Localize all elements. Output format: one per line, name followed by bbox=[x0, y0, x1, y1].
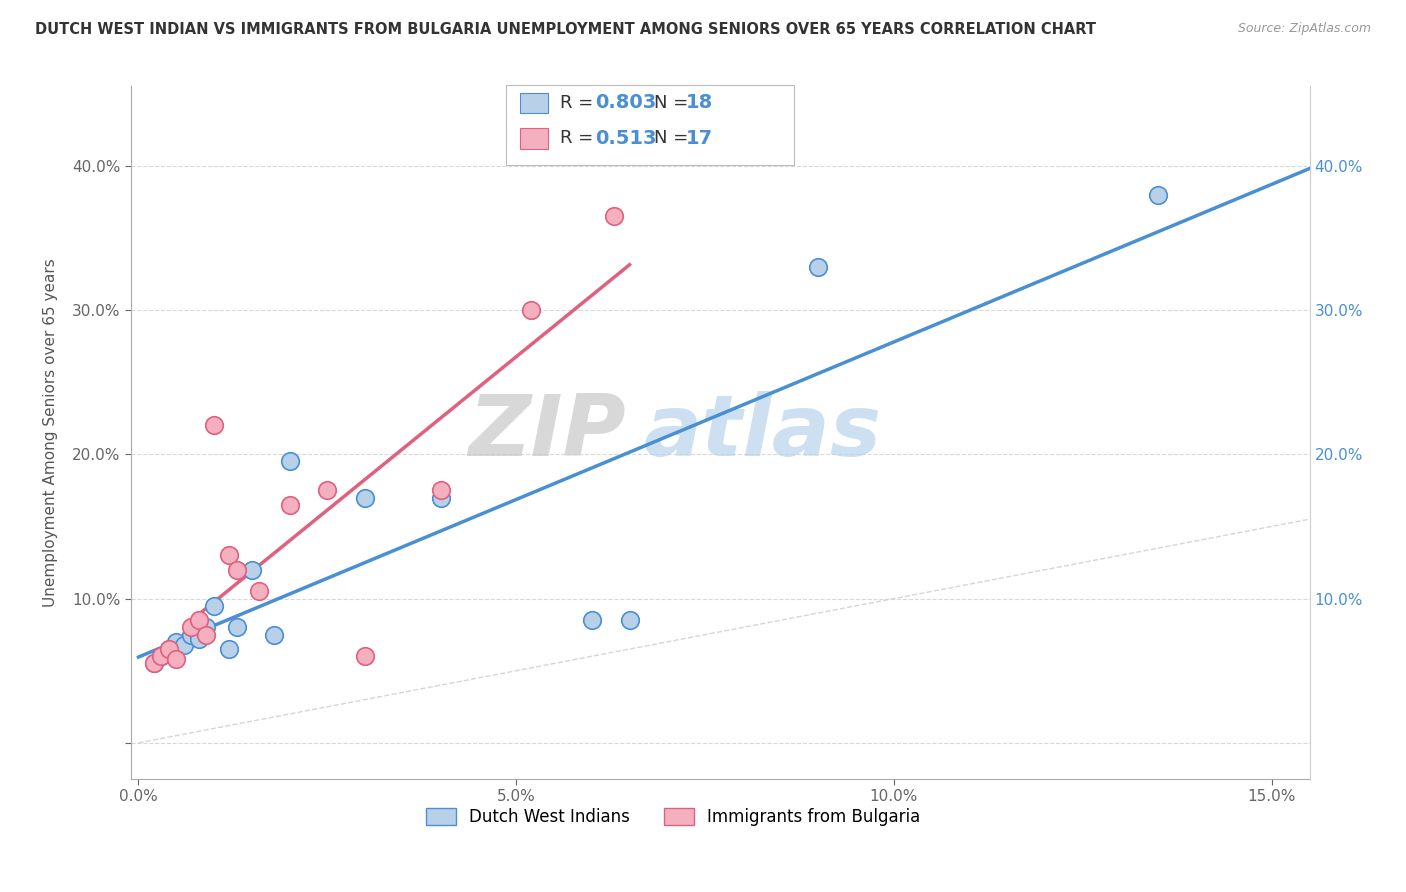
Point bbox=[157, 642, 180, 657]
Point bbox=[619, 613, 641, 627]
Legend: Dutch West Indians, Immigrants from Bulgaria: Dutch West Indians, Immigrants from Bulg… bbox=[419, 801, 927, 833]
Point bbox=[165, 652, 187, 666]
Point bbox=[581, 613, 603, 627]
Point bbox=[240, 563, 263, 577]
Point bbox=[278, 454, 301, 468]
Text: atlas: atlas bbox=[644, 391, 882, 475]
Point bbox=[263, 627, 285, 641]
Text: R =: R = bbox=[560, 129, 599, 147]
Text: Source: ZipAtlas.com: Source: ZipAtlas.com bbox=[1237, 22, 1371, 36]
Point bbox=[520, 303, 543, 318]
Point bbox=[429, 483, 451, 498]
Point bbox=[218, 549, 240, 563]
Point bbox=[142, 657, 165, 671]
Text: N =: N = bbox=[654, 129, 693, 147]
Point bbox=[807, 260, 830, 274]
Point bbox=[225, 620, 247, 634]
Point bbox=[1147, 187, 1170, 202]
Point bbox=[225, 563, 247, 577]
Text: N =: N = bbox=[654, 94, 693, 112]
Point bbox=[202, 599, 225, 613]
Point bbox=[195, 627, 218, 641]
Point bbox=[150, 649, 173, 664]
Point bbox=[316, 483, 339, 498]
Point bbox=[278, 498, 301, 512]
Point bbox=[354, 649, 377, 664]
Point bbox=[218, 642, 240, 657]
Point bbox=[142, 657, 165, 671]
Text: ZIP: ZIP bbox=[468, 391, 626, 475]
Point bbox=[187, 632, 209, 646]
Point bbox=[173, 638, 195, 652]
Point bbox=[157, 642, 180, 657]
Point bbox=[180, 620, 202, 634]
Point bbox=[429, 491, 451, 505]
Point bbox=[150, 649, 173, 664]
Y-axis label: Unemployment Among Seniors over 65 years: Unemployment Among Seniors over 65 years bbox=[44, 259, 58, 607]
Point bbox=[195, 620, 218, 634]
Point bbox=[354, 491, 377, 505]
Text: 0.803: 0.803 bbox=[595, 93, 657, 112]
Point bbox=[202, 418, 225, 433]
Point bbox=[180, 627, 202, 641]
Text: 17: 17 bbox=[686, 128, 713, 148]
Text: R =: R = bbox=[560, 94, 599, 112]
Point bbox=[187, 613, 209, 627]
Point bbox=[603, 209, 626, 223]
Text: DUTCH WEST INDIAN VS IMMIGRANTS FROM BULGARIA UNEMPLOYMENT AMONG SENIORS OVER 65: DUTCH WEST INDIAN VS IMMIGRANTS FROM BUL… bbox=[35, 22, 1097, 37]
Text: 0.513: 0.513 bbox=[595, 128, 657, 148]
Point bbox=[247, 584, 270, 599]
Point bbox=[165, 635, 187, 649]
Text: 18: 18 bbox=[686, 93, 713, 112]
